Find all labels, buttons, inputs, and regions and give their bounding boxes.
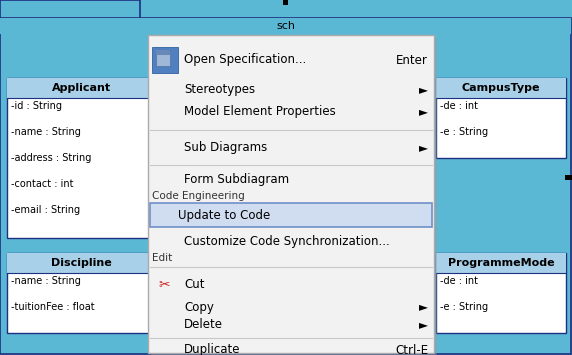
- Bar: [436, 78, 566, 158]
- Bar: [7, 78, 155, 238]
- Text: -e : String: -e : String: [440, 127, 488, 137]
- Text: ✂: ✂: [158, 278, 170, 292]
- Text: CampusType: CampusType: [462, 83, 540, 93]
- Text: Delete: Delete: [184, 318, 223, 332]
- Text: Ctrl-E: Ctrl-E: [395, 344, 428, 355]
- Text: ►: ►: [419, 83, 428, 97]
- Text: -de : int: -de : int: [440, 101, 478, 111]
- Text: -address : String: -address : String: [11, 153, 92, 163]
- Bar: [565, 175, 572, 180]
- Text: Form Subdiagram: Form Subdiagram: [184, 174, 289, 186]
- Text: Code Engineering: Code Engineering: [152, 191, 245, 201]
- Text: Copy: Copy: [184, 300, 214, 313]
- Text: Stereotypes: Stereotypes: [184, 83, 255, 97]
- Bar: [7, 78, 155, 98]
- Text: ►: ►: [419, 105, 428, 119]
- Text: Applicant: Applicant: [51, 83, 110, 93]
- Bar: [436, 253, 566, 333]
- Text: -de : int: -de : int: [440, 276, 478, 286]
- Text: Customize Code Synchronization...: Customize Code Synchronization...: [184, 235, 390, 248]
- Text: -name : String: -name : String: [11, 276, 81, 286]
- Text: -tuitionFee : float: -tuitionFee : float: [11, 302, 94, 312]
- Text: ►: ►: [419, 300, 428, 313]
- Text: Discipline: Discipline: [51, 258, 112, 268]
- Text: Edit: Edit: [152, 253, 172, 263]
- Text: -email : String: -email : String: [11, 205, 80, 215]
- Bar: [0, 18, 571, 34]
- Text: Open Specification...: Open Specification...: [184, 54, 306, 66]
- Bar: [436, 253, 566, 273]
- Bar: [152, 47, 178, 73]
- Text: -contact : int: -contact : int: [11, 179, 73, 189]
- Text: Update to Code: Update to Code: [178, 208, 270, 222]
- Bar: [283, 0, 288, 5]
- Text: -e : String: -e : String: [440, 302, 488, 312]
- Bar: [7, 253, 155, 273]
- Text: Cut: Cut: [184, 279, 205, 291]
- Bar: [156, 50, 170, 66]
- Bar: [0, 0, 140, 18]
- Text: ►: ►: [419, 142, 428, 154]
- Bar: [151, 38, 437, 355]
- Text: sch: sch: [276, 21, 296, 31]
- Text: -name : String: -name : String: [11, 127, 81, 137]
- Text: ►: ►: [419, 318, 428, 332]
- Bar: [7, 253, 155, 333]
- Text: Enter: Enter: [396, 54, 428, 66]
- Text: Duplicate: Duplicate: [184, 344, 240, 355]
- Text: ProgrammeMode: ProgrammeMode: [448, 258, 554, 268]
- Bar: [148, 35, 434, 353]
- Bar: [150, 203, 432, 227]
- Text: -id : String: -id : String: [11, 101, 62, 111]
- Text: Sub Diagrams: Sub Diagrams: [184, 142, 267, 154]
- Bar: [436, 78, 566, 98]
- Text: Model Element Properties: Model Element Properties: [184, 105, 336, 119]
- Bar: [156, 50, 170, 55]
